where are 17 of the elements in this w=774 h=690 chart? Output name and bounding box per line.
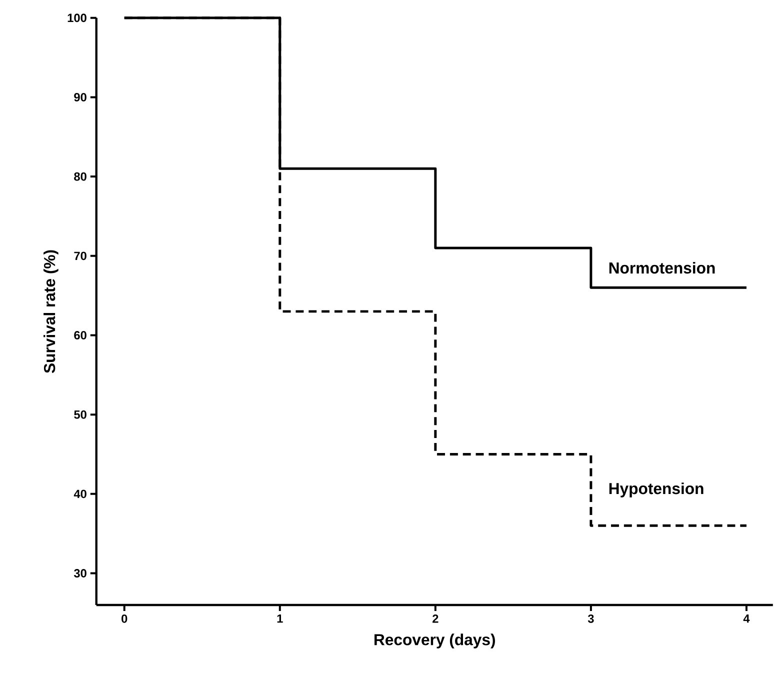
y-axis-title: Survival rate (%) <box>44 250 58 373</box>
x-tick-label: 3 <box>588 614 594 623</box>
y-tick-label: 70 <box>74 251 86 260</box>
y-tick-label: 60 <box>74 330 86 340</box>
x-tick-label: 2 <box>432 614 438 623</box>
x-tick-label: 0 <box>122 614 128 623</box>
x-tick-label: 1 <box>277 614 283 622</box>
series-label: Normotension <box>609 262 715 274</box>
y-tick-label: 40 <box>74 490 86 498</box>
x-tick-label: 4 <box>743 614 750 622</box>
y-tick-label: 30 <box>74 568 86 578</box>
x-axis-title: Recovery (days) <box>374 633 495 648</box>
y-tick-label: 90 <box>74 92 86 102</box>
y-tick-label: 50 <box>74 410 86 419</box>
y-tick-label: 100 <box>68 13 86 22</box>
y-tick-label: 80 <box>74 172 86 181</box>
series-label: Hypotension <box>609 482 704 498</box>
